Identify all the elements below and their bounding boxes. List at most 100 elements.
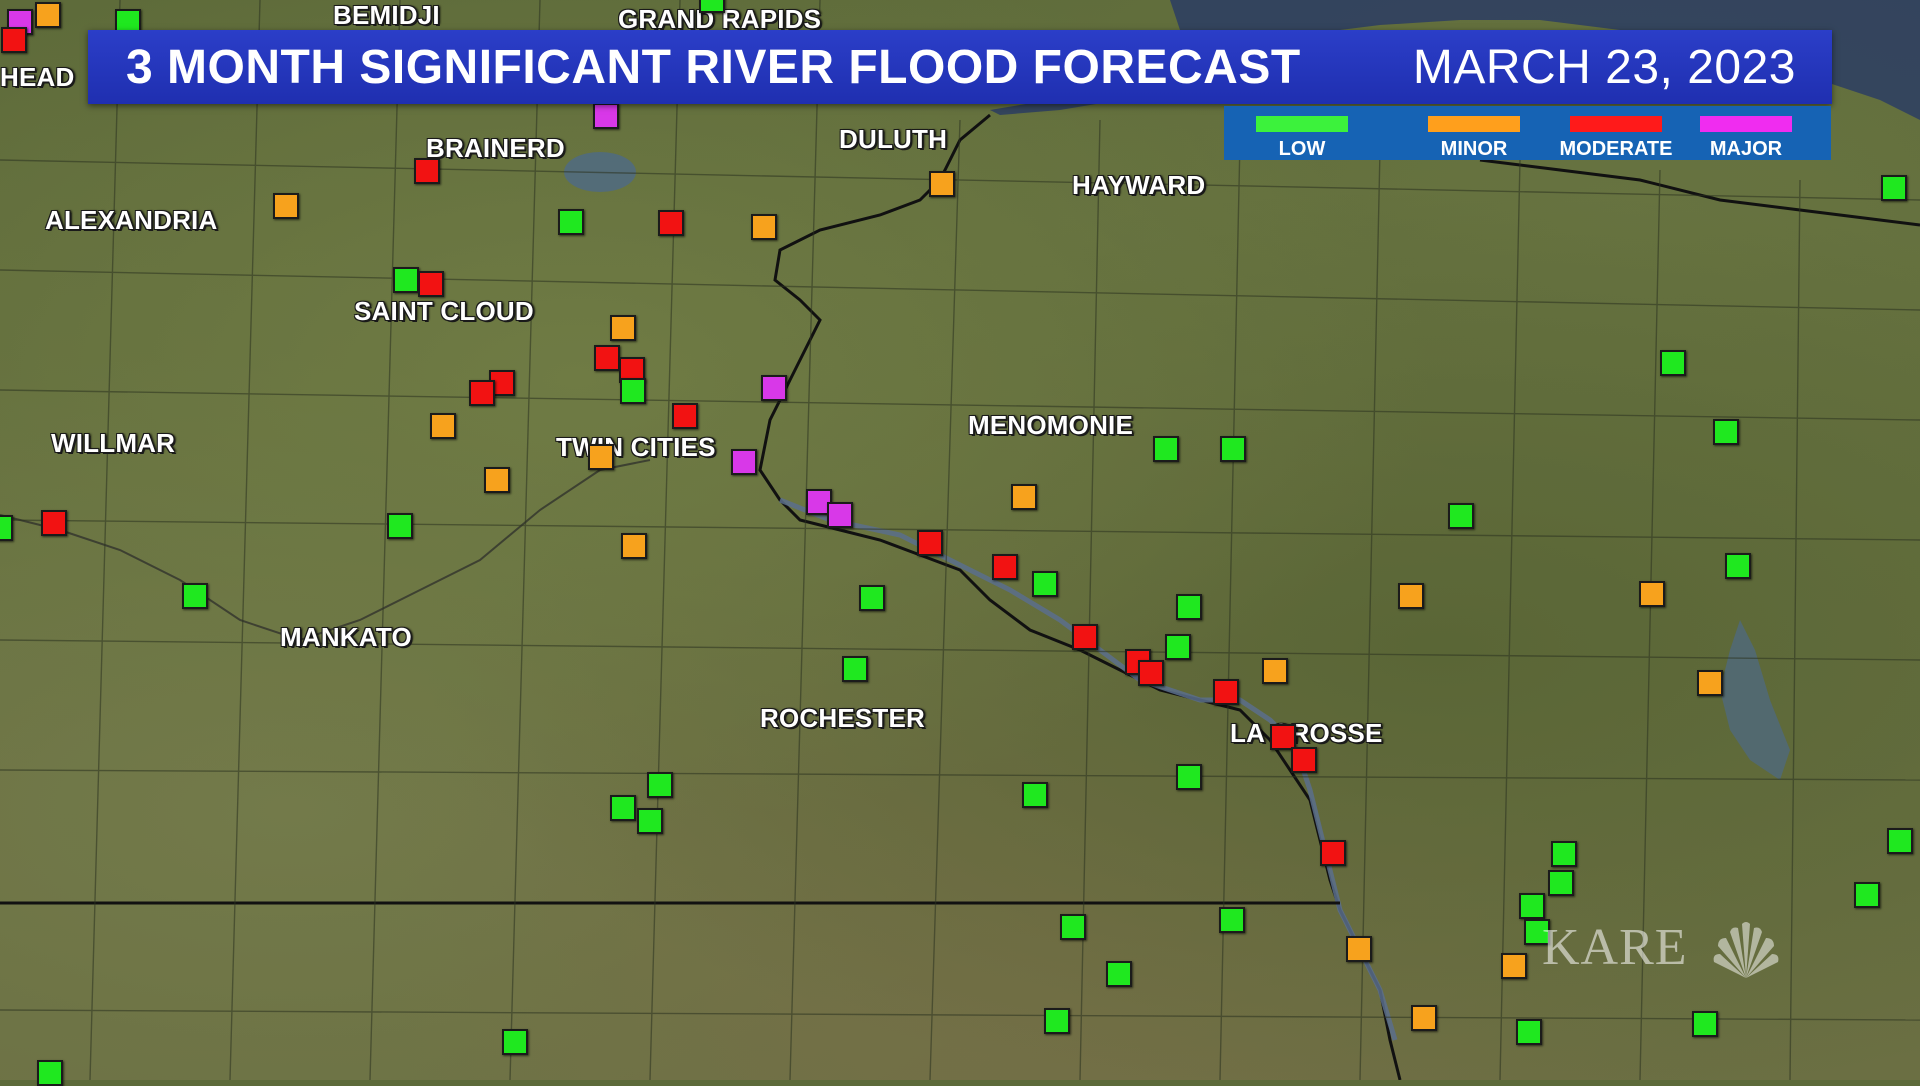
forecast-point-minor [484,467,510,493]
forecast-point-minor [929,171,955,197]
city-label-saint-cloud: SAINT CLOUD [354,296,534,326]
city-label-hayward: HAYWARD [1072,170,1206,200]
legend-item-major: MAJOR [1700,112,1792,160]
legend-swatch-moderate [1570,116,1662,132]
legend-item-minor: MINOR [1428,112,1520,160]
forecast-point-low [1219,907,1245,933]
legend-label-low: LOW [1278,138,1326,160]
forecast-point-moderate [1138,660,1164,686]
forecast-point-low [1725,553,1751,579]
forecast-point-low [1032,571,1058,597]
forecast-point-minor [1697,670,1723,696]
forecast-point-moderate [1213,679,1239,705]
forecast-point-low [637,808,663,834]
forecast-point-minor [1346,936,1372,962]
forecast-point-low [1519,893,1545,919]
legend-label-major: MAJOR [1709,138,1783,160]
minnesota-river [0,459,651,642]
forecast-point-low [1551,841,1577,867]
forecast-point-low [610,795,636,821]
forecast-point-moderate [1270,724,1296,750]
forecast-point-minor [1501,953,1527,979]
forecast-point-major [827,502,853,528]
forecast-point-moderate [1072,624,1098,650]
forecast-point-low [1165,634,1191,660]
forecast-point-minor [1398,583,1424,609]
forecast-point-moderate [992,554,1018,580]
forecast-date: MARCH 23, 2023 [1412,41,1796,94]
forecast-point-low [859,585,885,611]
forecast-point-low [842,656,868,682]
forecast-point-minor [610,315,636,341]
forecast-point-minor [1262,658,1288,684]
forecast-point-moderate [41,510,67,536]
legend-swatch-low [1256,116,1348,132]
forecast-point-minor [1011,484,1037,510]
city-label-menomonie: MENOMONIE [968,410,1134,440]
forecast-point-moderate [418,271,444,297]
forecast-point-low [558,209,584,235]
forecast-point-low [502,1029,528,1055]
forecast-point-low [1044,1008,1070,1034]
forecast-point-low [1153,436,1179,462]
city-label-duluth: DULUTH [839,124,948,154]
forecast-point-low [0,515,13,541]
forecast-point-moderate [1,27,27,53]
forecast-point-low [37,1060,63,1086]
nbc-peacock-icon [1713,922,1779,978]
forecast-point-low [387,513,413,539]
forecast-point-moderate [594,345,620,371]
forecast-point-low [1692,1011,1718,1037]
legend-label-moderate: MODERATE [1559,138,1673,160]
city-label-brainerd: BRAINERD [426,133,565,163]
forecast-point-low [1448,503,1474,529]
forecast-point-major [593,103,619,129]
forecast-point-low [1881,175,1907,201]
forecast-point-low [1176,764,1202,790]
city-label-alexandria: ALEXANDRIA [45,205,218,235]
legend-label-minor: MINOR [1440,138,1508,160]
forecast-point-moderate [658,210,684,236]
forecast-point-moderate [917,530,943,556]
forecast-point-low [1524,919,1550,945]
legend-item-low: LOW [1256,112,1348,160]
forecast-point-low [393,267,419,293]
page-title: 3 MONTH SIGNIFICANT RIVER FLOOD FORECAST [126,41,1301,94]
lake-winnebago [1720,620,1790,780]
legend-item-moderate: MODERATE [1560,112,1672,160]
forecast-point-minor [751,214,777,240]
legend: LOW MINOR MODERATE MAJOR [1224,106,1831,160]
forecast-point-low [1220,436,1246,462]
forecast-point-moderate [1320,840,1346,866]
city-label-moorhead: HEAD [0,62,75,92]
forecast-point-minor [35,2,61,28]
legend-swatch-major [1700,116,1792,132]
forecast-point-minor [588,444,614,470]
forecast-point-low [647,772,673,798]
forecast-point-low [1548,870,1574,896]
forecast-point-minor [621,533,647,559]
forecast-point-low [1854,882,1880,908]
city-label-willmar: WILLMAR [51,428,176,458]
forecast-point-low [182,583,208,609]
legend-swatch-minor [1428,116,1520,132]
city-label-bemidji: BEMIDJI [333,0,440,30]
forecast-point-moderate [1291,747,1317,773]
forecast-point-low [1106,961,1132,987]
forecast-point-minor [430,413,456,439]
forecast-point-low [1887,828,1913,854]
forecast-point-low [1660,350,1686,376]
city-label-mankato: MANKATO [280,622,412,652]
forecast-point-low [1060,914,1086,940]
forecast-point-low [1713,419,1739,445]
forecast-point-low [620,378,646,404]
title-banner: 3 MONTH SIGNIFICANT RIVER FLOOD FORECAST… [88,30,1832,104]
forecast-point-moderate [469,380,495,406]
forecast-point-low [1022,782,1048,808]
city-label-la-crosse: LA CROSSE [1230,718,1383,748]
city-label-twin-cities: TWIN CITIES [556,432,716,462]
forecast-point-minor [273,193,299,219]
forecast-point-low [699,0,725,13]
kare-logo: KARE [1542,919,1688,976]
